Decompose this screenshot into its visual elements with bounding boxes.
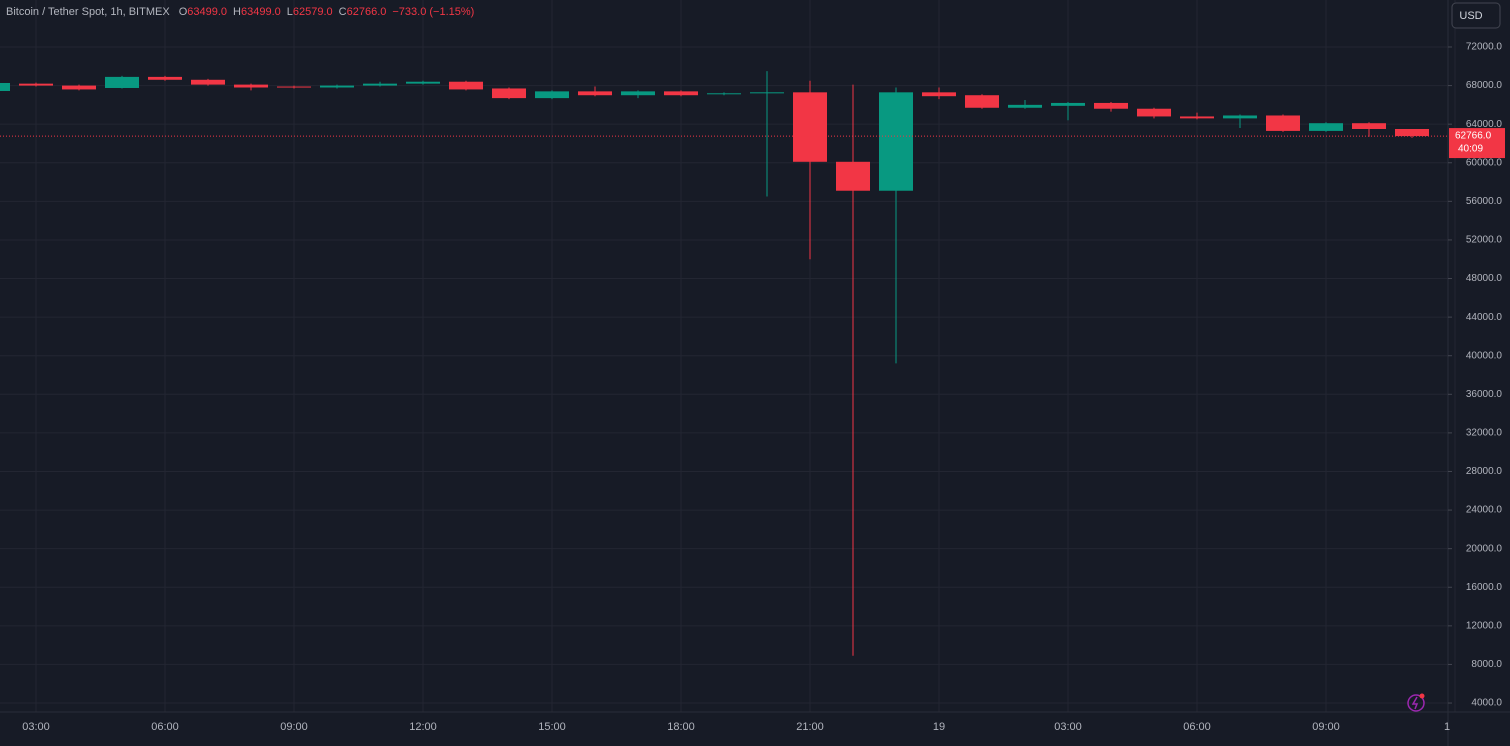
x-tick-label: 12:00 bbox=[409, 721, 437, 733]
candle-body bbox=[277, 86, 311, 88]
alert-dot bbox=[1419, 693, 1425, 699]
x-tick-label: 19 bbox=[933, 721, 945, 733]
y-tick-label: 16000.0 bbox=[1466, 582, 1503, 593]
y-tick-label: 52000.0 bbox=[1466, 235, 1503, 246]
x-tick-label: 18:00 bbox=[667, 721, 695, 733]
candle-body bbox=[1051, 102, 1085, 106]
candle-body bbox=[1008, 104, 1042, 108]
candle-body bbox=[449, 81, 483, 90]
ohlc-value: 63499.0 bbox=[241, 6, 281, 18]
candle-body bbox=[1094, 102, 1128, 109]
ohlc-key: L bbox=[286, 6, 293, 18]
y-tick-label: 28000.0 bbox=[1466, 466, 1503, 477]
symbol-title: Bitcoin / Tether Spot, 1h, BITMEX bbox=[6, 6, 170, 18]
candle-body bbox=[19, 83, 53, 86]
candle-body bbox=[1395, 128, 1429, 137]
legend: Bitcoin / Tether Spot, 1h, BITMEX O63499… bbox=[6, 6, 474, 18]
x-tick-label: 03:00 bbox=[22, 721, 50, 733]
candles bbox=[0, 71, 1448, 656]
x-tick-label: 15:00 bbox=[538, 721, 566, 733]
ohlc-key: H bbox=[233, 6, 241, 18]
y-tick-label: 64000.0 bbox=[1466, 119, 1503, 130]
y-tick-label: 36000.0 bbox=[1466, 389, 1503, 400]
candle-body bbox=[879, 92, 913, 191]
y-tick-label: 12000.0 bbox=[1466, 620, 1503, 631]
candle-body bbox=[1223, 115, 1257, 119]
candle-body bbox=[363, 83, 397, 86]
candle-body bbox=[965, 95, 999, 108]
candle-body bbox=[836, 161, 870, 191]
candle-body bbox=[1352, 123, 1386, 129]
y-tick-label: 24000.0 bbox=[1466, 505, 1503, 516]
candle-body bbox=[664, 91, 698, 96]
grid bbox=[0, 0, 1456, 712]
x-tick-label: 06:00 bbox=[1183, 721, 1211, 733]
candle-body bbox=[793, 92, 827, 162]
y-tick-label: 72000.0 bbox=[1466, 42, 1503, 53]
candle-body bbox=[621, 91, 655, 96]
ohlc-value: 62766.0 bbox=[346, 6, 387, 18]
candle-body bbox=[707, 93, 741, 95]
currency-button[interactable] bbox=[1451, 2, 1501, 29]
axes: 4000.0 8000.0 12000.0 16000.0 20000.0 24000.0… bbox=[22, 42, 1505, 733]
y-tick-label: 4000.0 bbox=[1471, 698, 1502, 709]
x-tick-label: 09:00 bbox=[280, 721, 308, 733]
candle-body bbox=[535, 91, 569, 99]
candle-body bbox=[1266, 115, 1300, 131]
candle-body bbox=[492, 88, 526, 99]
y-tick-label: 8000.0 bbox=[1471, 659, 1502, 670]
ohlc-key: C bbox=[338, 6, 347, 18]
candle-body bbox=[1309, 123, 1343, 131]
alert-icon[interactable] bbox=[1407, 694, 1425, 712]
ohlc-key: O bbox=[178, 6, 188, 18]
candle-body bbox=[148, 76, 182, 80]
candle-body bbox=[320, 85, 354, 88]
currency-label[interactable]: USD bbox=[1459, 10, 1482, 22]
candle-body bbox=[0, 82, 10, 91]
candle-body bbox=[1180, 116, 1214, 119]
ohlc-value: 62579.0 bbox=[292, 6, 333, 18]
last-price-box bbox=[1449, 128, 1505, 159]
y-tick-label: 48000.0 bbox=[1466, 273, 1503, 284]
candle-body bbox=[750, 92, 784, 94]
last-price-label: 62766.0 bbox=[1455, 131, 1492, 142]
countdown: 40:09 bbox=[1458, 144, 1483, 155]
x-tick-label: 06:00 bbox=[151, 721, 179, 733]
y-tick-label: 20000.0 bbox=[1466, 543, 1503, 554]
y-tick-label: 32000.0 bbox=[1466, 428, 1503, 439]
candle-body bbox=[191, 79, 225, 85]
candle-body bbox=[1137, 108, 1171, 117]
candle-body bbox=[62, 85, 96, 90]
candle-body bbox=[922, 92, 956, 97]
candle-body bbox=[578, 91, 612, 96]
candle-body bbox=[234, 84, 268, 88]
y-tick-label: 56000.0 bbox=[1466, 196, 1503, 207]
candle-body bbox=[105, 76, 139, 88]
y-tick-label: 68000.0 bbox=[1466, 80, 1503, 91]
y-tick-label: 60000.0 bbox=[1466, 157, 1503, 168]
alert-icon-bolt bbox=[1411, 696, 1419, 710]
y-tick-label: 40000.0 bbox=[1466, 350, 1503, 361]
x-tick-label: 21:00 bbox=[796, 721, 824, 733]
x-tick-label: 03:00 bbox=[1054, 721, 1082, 733]
x-tick-label: 09:00 bbox=[1312, 721, 1340, 733]
x-tick-label: 1 bbox=[1444, 721, 1450, 733]
y-tick-label: 44000.0 bbox=[1466, 312, 1503, 323]
ohlc-value: 63499.0 bbox=[187, 6, 228, 18]
change: −733.0 (−1.15%) bbox=[392, 6, 475, 18]
candle-body bbox=[406, 81, 440, 84]
